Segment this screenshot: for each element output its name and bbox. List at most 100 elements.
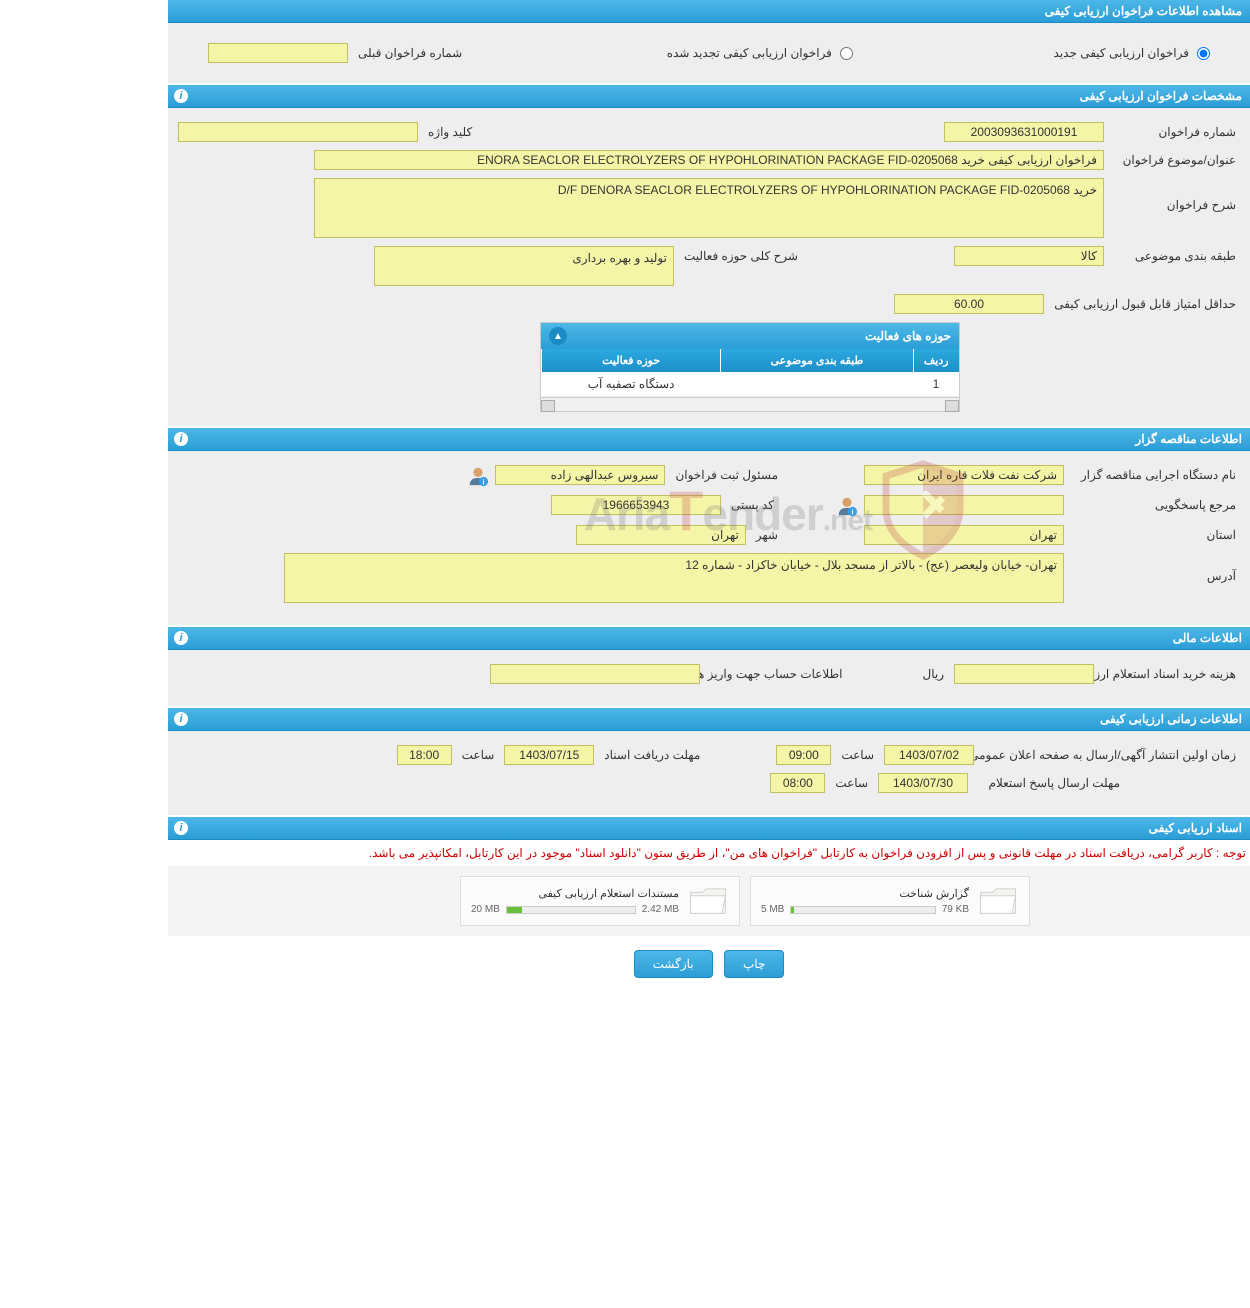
- account-label: اطلاعات حساب جهت واریز هزینه خرید اسناد: [706, 664, 846, 684]
- org-label: نام دستگاه اجرایی مناقصه گزار: [1070, 465, 1240, 485]
- publish-date: 1403/07/02: [884, 745, 974, 765]
- reply-label: مهلت ارسال پاسخ استعلام: [974, 773, 1124, 793]
- deadline-hour-label: ساعت: [458, 745, 499, 765]
- page-title-bar: مشاهده اطلاعات فراخوان ارزیابی کیفی: [168, 0, 1250, 23]
- doc1-max: 5 MB: [761, 904, 784, 915]
- cat-label: طبقه بندی موضوعی: [1110, 246, 1240, 266]
- province-label: استان: [1070, 525, 1240, 545]
- title-field: فراخوان ارزیابی کیفی خرید ENORA SEACLOR …: [314, 150, 1104, 170]
- info-icon: i: [174, 631, 188, 645]
- call-no-label: شماره فراخوان: [1110, 122, 1240, 142]
- button-bar: چاپ بازگشت: [168, 936, 1250, 992]
- print-button[interactable]: چاپ: [724, 950, 784, 978]
- activity-panel-title: حوزه های فعالیت: [865, 329, 951, 343]
- publish-hour-label: ساعت: [837, 745, 878, 765]
- docs-notice: توجه : کاربر گرامی، دریافت اسناد در مهلت…: [168, 840, 1250, 866]
- collapse-icon[interactable]: ▲: [549, 327, 567, 345]
- reply-hour: 08:00: [770, 773, 825, 793]
- radio-new-call[interactable]: فراخوان ارزیابی کیفی جدید: [1054, 46, 1210, 60]
- address-field: تهران- خیابان ولیعصر (عج) - بالاتر از مس…: [284, 553, 1064, 603]
- person-icon: i: [467, 465, 489, 487]
- min-score-field: 60.00: [894, 294, 1044, 314]
- person-icon: i: [836, 495, 858, 517]
- prev-call-label: شماره فراخوان قبلی: [354, 43, 466, 63]
- timing-section: زمان اولین انتشار آگهی/ارسال به صفحه اعل…: [168, 731, 1250, 817]
- bidder-header: اطلاعات مناقصه گزار i: [168, 428, 1250, 451]
- deadline-label: مهلت دریافت اسناد: [600, 745, 704, 765]
- keyword-label: کلید واژه: [424, 122, 476, 142]
- account-field: [490, 664, 700, 684]
- doc1-size: 79 KB: [942, 904, 969, 915]
- rial-label: ریال: [918, 664, 948, 684]
- cell-cat: [721, 372, 913, 397]
- desc-label: شرح فراخوان: [1110, 178, 1240, 215]
- info-icon: i: [174, 821, 188, 835]
- deadline-date: 1403/07/15: [504, 745, 594, 765]
- radio-new-label: فراخوان ارزیابی کیفی جدید: [1054, 46, 1189, 60]
- info-icon: i: [174, 89, 188, 103]
- resp-field: [864, 495, 1064, 515]
- info-icon: i: [174, 712, 188, 726]
- financial-header: اطلاعات مالی i: [168, 627, 1250, 650]
- scope-field: تولید و بهره برداری: [374, 246, 674, 286]
- title-label: عنوان/موضوع فراخوان: [1110, 150, 1240, 170]
- docs-header: اسناد ارزیابی کیفی i: [168, 817, 1250, 840]
- resp-label: مرجع پاسخگویی: [1070, 495, 1240, 515]
- doc1-title: گزارش شناخت: [761, 887, 969, 900]
- cell-n: 1: [913, 372, 959, 397]
- radio-renewed-input[interactable]: [840, 47, 853, 60]
- radio-new-input[interactable]: [1197, 47, 1210, 60]
- doc-card-2[interactable]: مستندات استعلام ارزیابی کیفی 20 MB 2.42 …: [460, 876, 740, 926]
- call-no-field: 2003093631000191: [944, 122, 1104, 142]
- svg-text:i: i: [851, 507, 853, 516]
- deadline-hour: 18:00: [397, 745, 452, 765]
- timing-title: اطلاعات زمانی ارزیابی کیفی: [1100, 712, 1242, 726]
- keyword-field: [178, 122, 418, 142]
- province-field: تهران: [864, 525, 1064, 545]
- spec-title: مشخصات فراخوان ارزیابی کیفی: [1080, 89, 1242, 103]
- svg-text:i: i: [483, 477, 485, 486]
- bidder-title: اطلاعات مناقصه گزار: [1135, 432, 1242, 446]
- activity-scrollbar[interactable]: [541, 397, 959, 411]
- postal-field: 1966653943: [551, 495, 721, 515]
- publish-label: زمان اولین انتشار آگهی/ارسال به صفحه اعل…: [980, 745, 1240, 765]
- reply-date: 1403/07/30: [878, 773, 968, 793]
- docs-section: گزارش شناخت 5 MB 79 KB مستندات استعلام ا…: [168, 866, 1250, 936]
- back-button[interactable]: بازگشت: [634, 950, 713, 978]
- doc2-max: 20 MB: [471, 904, 500, 915]
- min-score-label: حداقل امتیاز قابل قبول ارزیابی کیفی: [1050, 294, 1240, 314]
- prev-call-field: [208, 43, 348, 63]
- folder-icon: [977, 883, 1019, 919]
- page-title: مشاهده اطلاعات فراخوان ارزیابی کیفی: [1045, 4, 1242, 18]
- radio-renewed-label: فراخوان ارزیابی کیفی تجدید شده: [667, 46, 832, 60]
- scope-label: شرح کلی حوزه فعالیت: [680, 246, 802, 266]
- publish-hour: 09:00: [776, 745, 831, 765]
- spec-header: مشخصات فراخوان ارزیابی کیفی i: [168, 85, 1250, 108]
- reg-label: مسئول ثبت فراخوان: [671, 465, 782, 485]
- doc2-size: 2.42 MB: [642, 904, 679, 915]
- table-row: 1 دستگاه تصفیه آب: [542, 372, 960, 397]
- org-field: شرکت نفت فلات قاره ایران: [864, 465, 1064, 485]
- activity-panel: حوزه های فعالیت ▲ ردیف طبقه بندی موضوعی …: [540, 322, 960, 412]
- bidder-section: نام دستگاه اجرایی مناقصه گزار شرکت نفت ف…: [168, 451, 1250, 627]
- call-type-section: فراخوان ارزیابی کیفی جدید فراخوان ارزیاب…: [168, 23, 1250, 85]
- postal-label: کد پستی: [727, 495, 778, 515]
- radio-renewed-call[interactable]: فراخوان ارزیابی کیفی تجدید شده: [667, 46, 853, 60]
- col-row: ردیف: [913, 349, 959, 372]
- cost-field: [954, 664, 1094, 684]
- cost-label: هزینه خرید اسناد استعلام ارزیابی کیفی: [1100, 664, 1240, 684]
- cell-field: دستگاه تصفیه آب: [542, 372, 721, 397]
- spec-section: شماره فراخوان 2003093631000191 کلید واژه…: [168, 108, 1250, 428]
- reg-field: سیروس عبدالهی زاده: [495, 465, 665, 485]
- col-cat: طبقه بندی موضوعی: [721, 349, 913, 372]
- doc-card-1[interactable]: گزارش شناخت 5 MB 79 KB: [750, 876, 1030, 926]
- info-icon: i: [174, 432, 188, 446]
- doc2-title: مستندات استعلام ارزیابی کیفی: [471, 887, 679, 900]
- address-label: آدرس: [1070, 553, 1240, 586]
- city-label: شهر: [752, 525, 782, 545]
- financial-title: اطلاعات مالی: [1173, 631, 1242, 645]
- docs-title: اسناد ارزیابی کیفی: [1149, 821, 1242, 835]
- doc2-progress: [506, 906, 636, 914]
- activity-table: ردیف طبقه بندی موضوعی حوزه فعالیت 1 دستگ…: [541, 349, 959, 397]
- cat-field: کالا: [954, 246, 1104, 266]
